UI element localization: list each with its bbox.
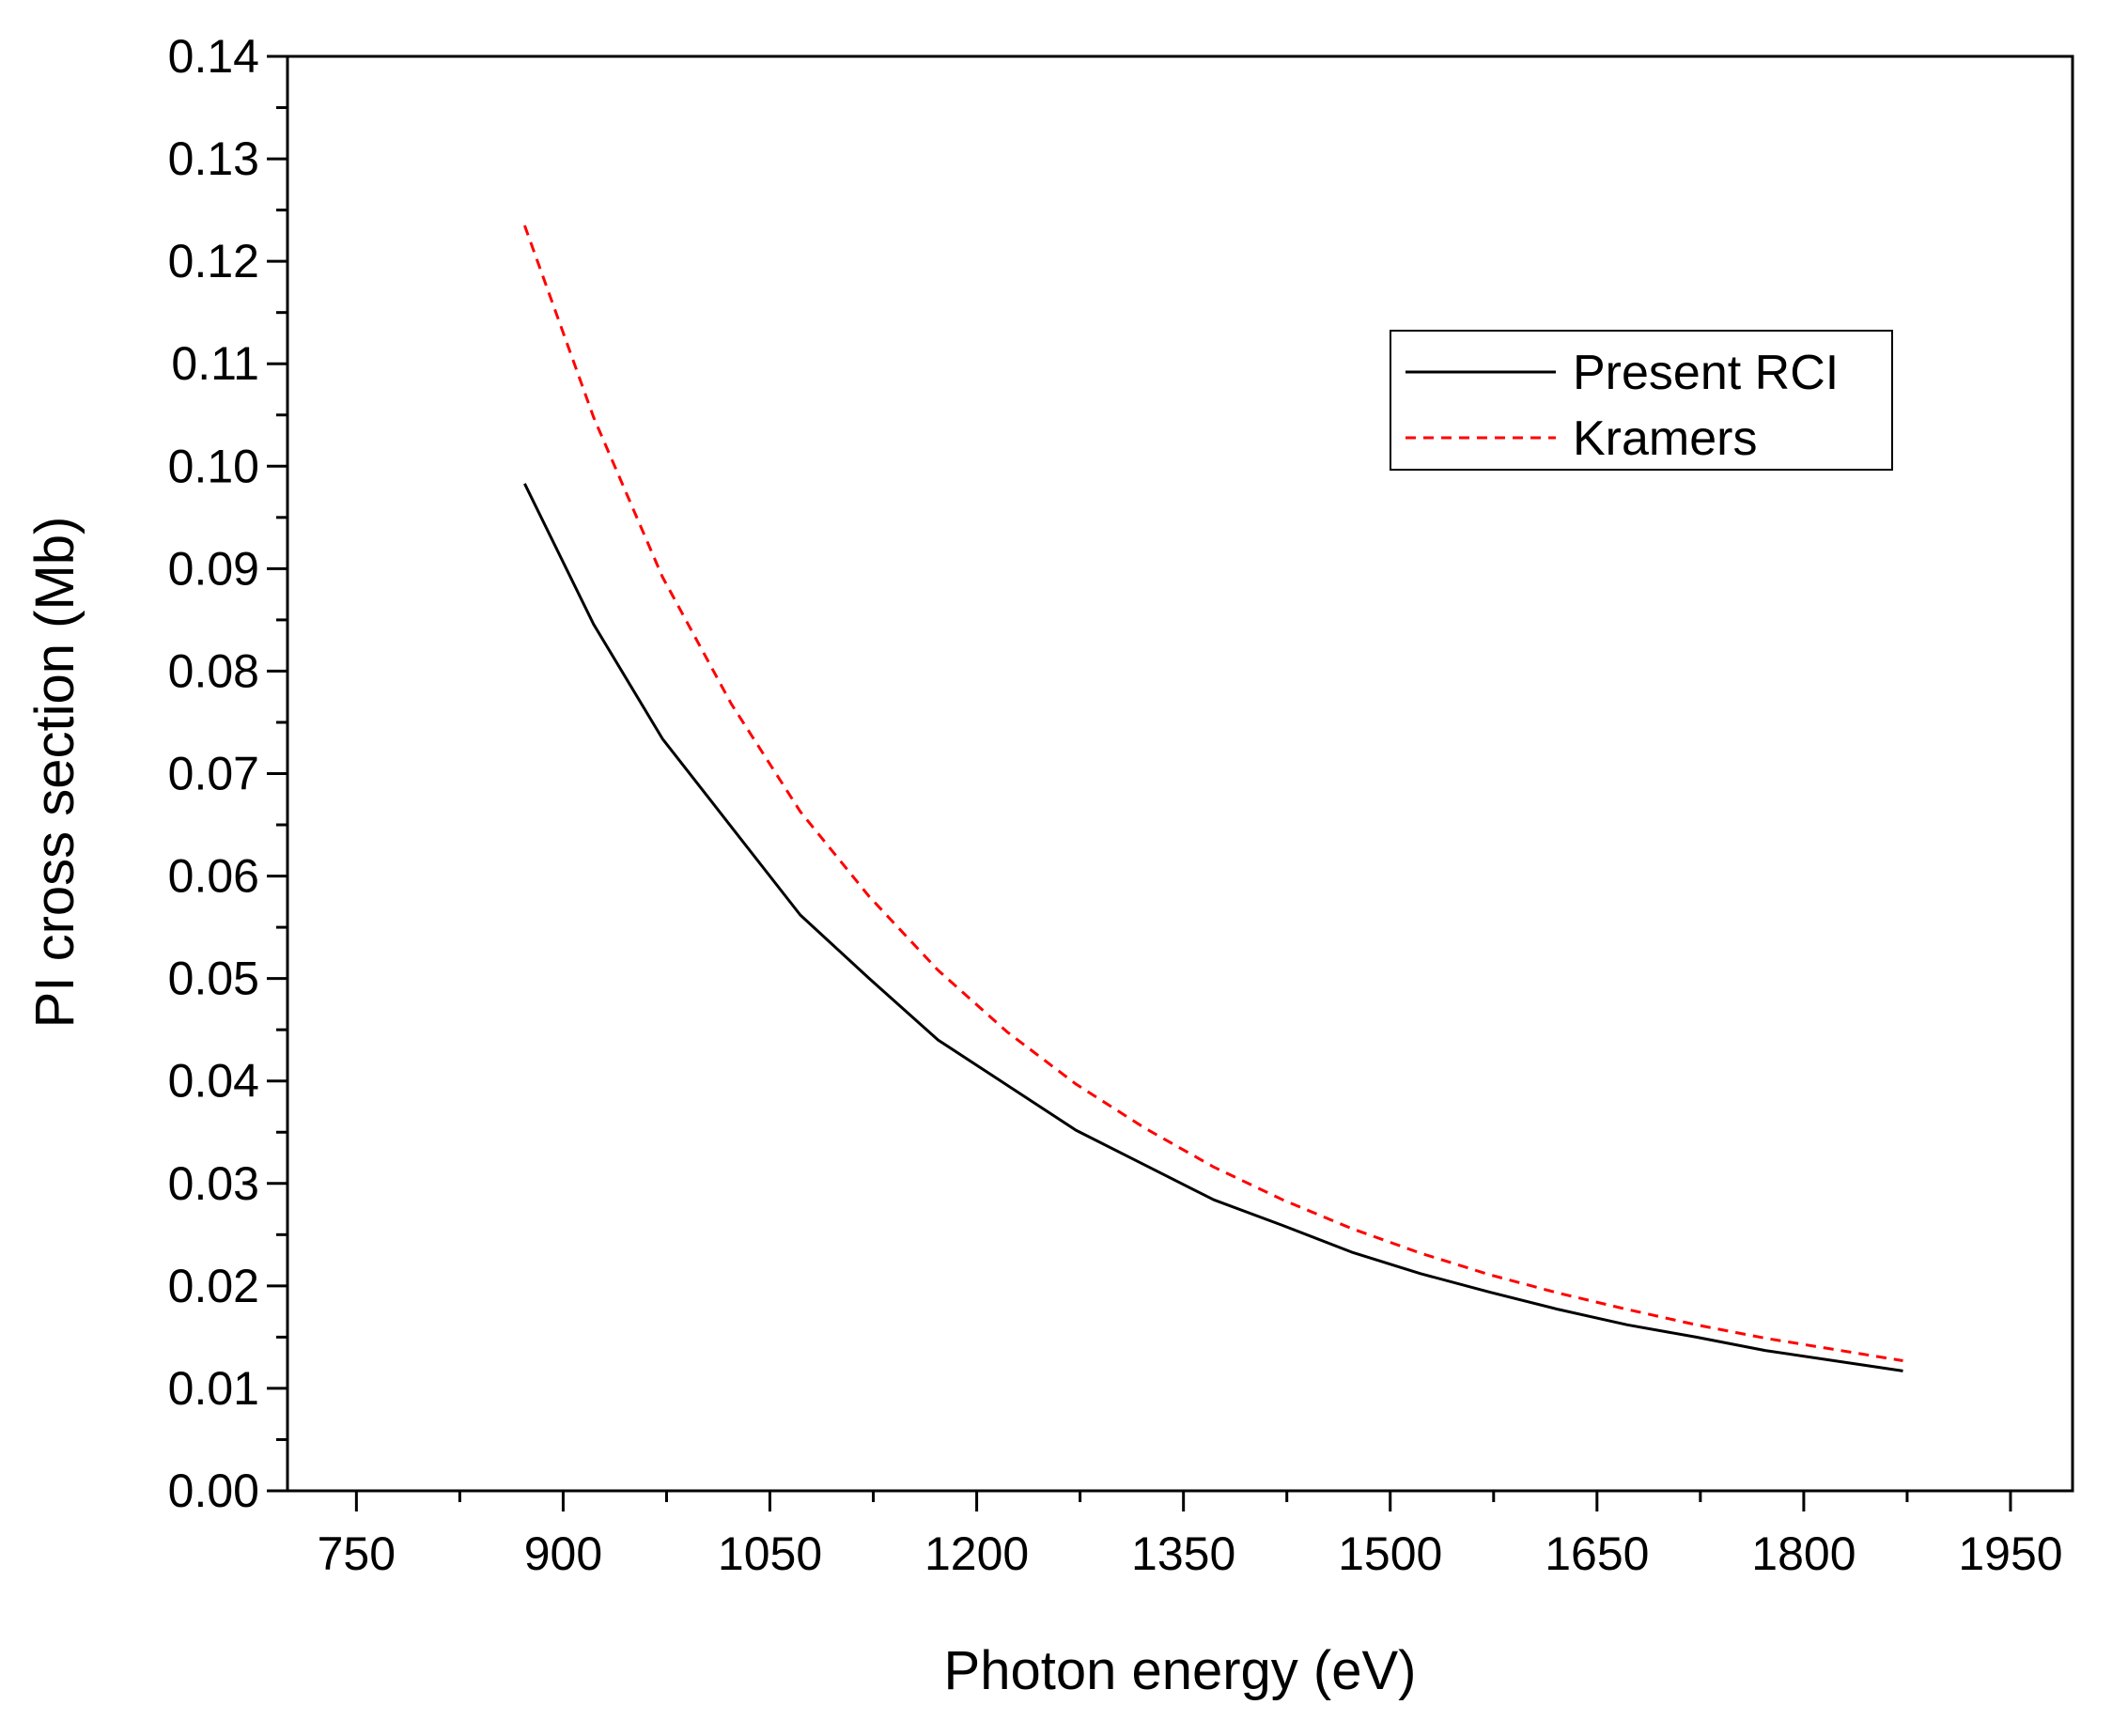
legend: Present RCI Kramers [1390,330,1893,471]
y-tick-label: 0.03 [168,1157,259,1210]
y-axis-title: PI cross section (Mb) [24,517,85,1029]
y-axis-ticks: 0.00 0.01 0.02 0.03 0.04 0.05 0.06 0.07 0.08 0.09… [168,30,287,1517]
x-tick-label: 900 [524,1527,602,1580]
y-tick-label: 0.00 [168,1465,259,1517]
series-line-present-rci [523,483,1903,1372]
x-tick-label: 1800 [1751,1527,1856,1580]
x-tick-label: 1500 [1338,1527,1442,1580]
y-tick-label: 0.12 [168,235,259,287]
x-tick-label: 1650 [1545,1527,1649,1580]
y-tick-label: 0.13 [168,132,259,185]
legend-label-kramers: Kramers [1573,411,1757,466]
y-tick-label: 0.01 [168,1362,259,1415]
legend-label-present-rci: Present RCI [1573,346,1839,400]
y-tick-label: 0.04 [168,1055,259,1108]
y-tick-label: 0.02 [168,1260,259,1312]
y-tick-label: 0.08 [168,644,259,697]
x-tick-label: 1350 [1131,1527,1235,1580]
plot-frame [286,54,2074,1493]
x-axis-ticks: 750 900 1050 1200 1350 1500 1650 1800 1950 [318,1491,2063,1580]
x-tick-label: 750 [318,1527,396,1580]
x-tick-label: 1050 [718,1527,822,1580]
y-tick-label: 0.14 [168,30,259,83]
y-tick-label: 0.11 [171,337,259,390]
legend-box [1390,330,1893,471]
y-tick-label: 0.10 [168,440,259,492]
x-tick-label: 1200 [924,1527,1029,1580]
y-tick-label: 0.05 [168,953,259,1005]
y-tick-label: 0.06 [168,850,259,903]
x-tick-label: 1950 [1958,1527,2062,1580]
series-layer [522,225,1903,1372]
x-axis-title: Photon energy (eV) [944,1640,1417,1701]
y-tick-label: 0.09 [168,542,259,595]
series-line-kramers [522,225,1903,1362]
y-tick-label: 0.07 [168,748,259,800]
